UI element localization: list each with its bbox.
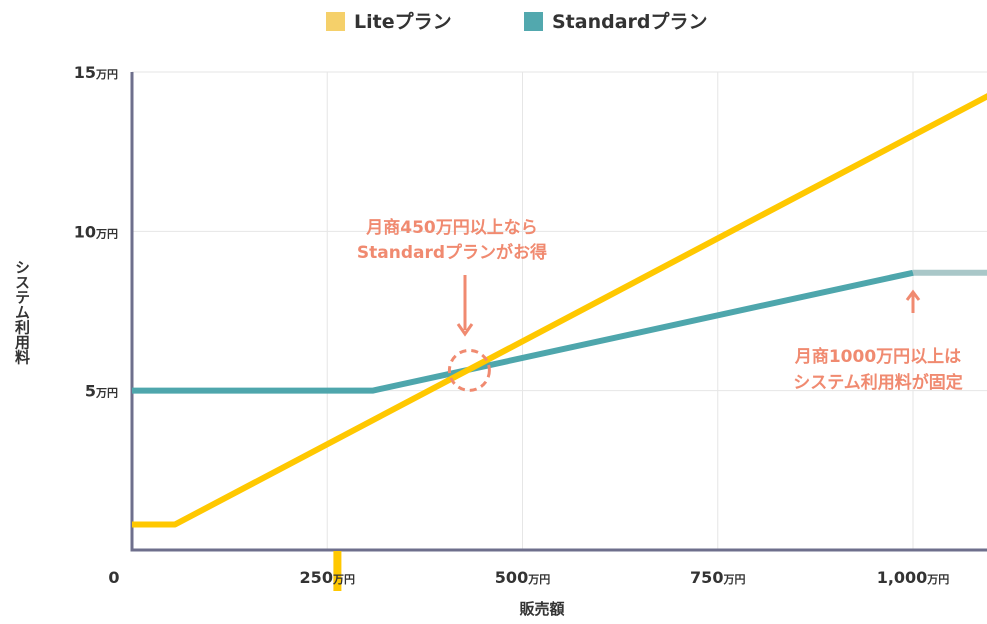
legend: Liteプラン Standardプラン bbox=[326, 10, 708, 33]
legend-label: Liteプラン bbox=[354, 10, 452, 33]
x-tick-label: 0 bbox=[108, 568, 119, 587]
annotation-text-line: システム利用料が固定 bbox=[793, 372, 963, 393]
x-tick-label: 250万円 bbox=[300, 568, 355, 587]
axis-titles: 販売額 システム利用料 bbox=[13, 260, 565, 619]
x-tick-label: 1,000万円 bbox=[877, 568, 950, 587]
y-tick-label: 5万円 bbox=[85, 382, 118, 401]
legend-swatch bbox=[524, 12, 543, 31]
annotation-text-line: Standardプランがお得 bbox=[357, 242, 547, 263]
x-tick-unit: 万円 bbox=[527, 573, 550, 586]
legend-label: Standardプラン bbox=[552, 10, 708, 33]
x-axis-title: 販売額 bbox=[519, 600, 564, 618]
y-tick-label: 10万円 bbox=[74, 222, 118, 241]
annotation-text-line: 月商450万円以上なら bbox=[365, 217, 538, 238]
x-tick-unit: 万円 bbox=[722, 573, 745, 586]
x-tick-unit: 万円 bbox=[926, 573, 949, 586]
series-group bbox=[132, 94, 987, 524]
y-tick-unit: 万円 bbox=[95, 387, 118, 400]
x-tick-label: 750万円 bbox=[690, 568, 745, 587]
annotation-text-line: 月商1000万円以上は bbox=[794, 346, 961, 367]
axes bbox=[131, 72, 987, 591]
y-axis-title: システム利用料 bbox=[13, 260, 31, 366]
x-tick-label: 500万円 bbox=[495, 568, 550, 587]
y-tick-unit: 万円 bbox=[95, 68, 118, 81]
series-line-0 bbox=[132, 94, 987, 524]
annotations: 月商450万円以上なら Standardプランがお得月商1000万円以上はシステム… bbox=[357, 217, 963, 393]
y-tick-label: 15万円 bbox=[74, 63, 118, 82]
y-tick-unit: 万円 bbox=[95, 227, 118, 240]
legend-swatch bbox=[326, 12, 345, 31]
x-tick-unit: 万円 bbox=[332, 573, 355, 586]
